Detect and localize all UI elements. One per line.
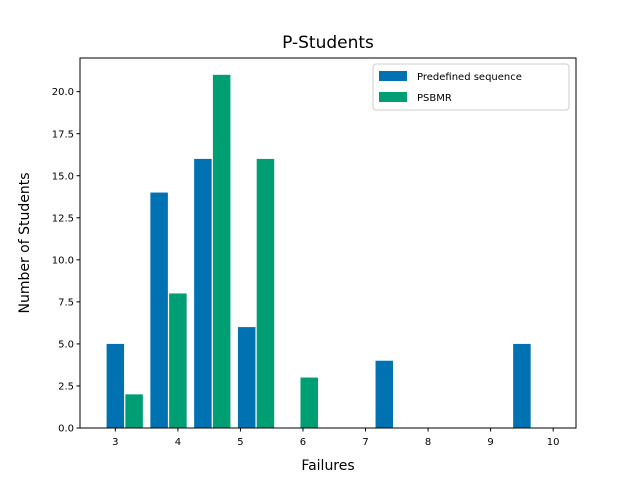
bar-series-2-4 [256,158,275,428]
bar-series-1-6 [513,343,531,428]
x-axis-label: Failures [301,458,354,474]
legend-frame [372,63,570,111]
x-tick-label: 3 [112,437,118,448]
y-axis-label: Number of Students [17,172,33,313]
y-tick-label: 5.0 [58,340,74,351]
plot-frame [79,57,577,429]
bar-series-2-3 [212,74,231,429]
y-tick-label: 20.0 [52,87,74,98]
bar-series-2-2 [169,293,187,428]
bar-series-1-5 [375,360,394,428]
bar-series-2-1 [125,394,143,428]
legend: Predefined sequence PSBMR [372,63,570,111]
y-tick-label: 7.5 [58,297,74,308]
y-tick-label: 10.0 [52,255,74,266]
legend-label-2: PSBMR [417,93,452,104]
x-tick-label: 5 [237,437,243,448]
bar-series-2-5 [300,377,318,428]
x-tick-label: 10 [547,437,560,448]
legend-swatch-2 [379,92,407,102]
legend-label-1: Predefined sequence [417,72,522,83]
x-tick-label: 9 [487,437,493,448]
x-axis: 3 4 5 6 7 8 9 10 [112,428,560,448]
legend-swatch-1 [379,71,407,81]
x-tick-label: 6 [300,437,306,448]
x-tick-label: 7 [362,437,368,448]
y-tick-label: 15.0 [52,171,74,182]
x-tick-label: 8 [425,437,431,448]
y-tick-label: 0.0 [58,424,74,435]
bar-series-1-1 [106,343,125,428]
chart-title: P-Students [282,33,374,53]
bars-layer [106,74,531,429]
y-tick-label: 17.5 [52,129,74,140]
y-axis: 0.0 2.5 5.0 7.5 10.0 12.5 15.0 17.5 20.0 [52,87,80,435]
y-tick-label: 12.5 [52,213,74,224]
bar-series-1-3 [194,158,212,428]
y-tick-label: 2.5 [58,382,74,393]
bar-series-1-2 [150,192,168,428]
x-tick-label: 4 [175,437,181,448]
bar-series-1-4 [237,327,256,428]
